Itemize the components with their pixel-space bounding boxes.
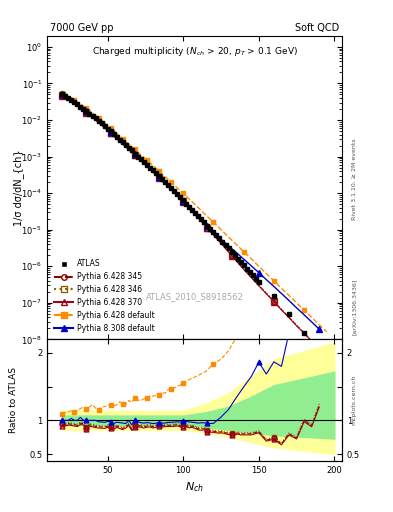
Y-axis label: 1/σ dσ/dN_{ch}: 1/σ dσ/dN_{ch}: [13, 150, 24, 226]
Text: Soft QCD: Soft QCD: [295, 23, 339, 33]
Y-axis label: Ratio to ATLAS: Ratio to ATLAS: [9, 367, 18, 433]
Text: 7000 GeV pp: 7000 GeV pp: [50, 23, 114, 33]
X-axis label: $N_{ch}$: $N_{ch}$: [185, 480, 204, 494]
Text: mcplots.cern.ch: mcplots.cern.ch: [352, 374, 357, 424]
Legend: ATLAS, Pythia 6.428 345, Pythia 6.428 346, Pythia 6.428 370, Pythia 6.428 defaul: ATLAS, Pythia 6.428 345, Pythia 6.428 34…: [51, 257, 158, 335]
Text: Charged multiplicity ($N_{ch}$ > 20, $p_T$ > 0.1 GeV): Charged multiplicity ($N_{ch}$ > 20, $p_…: [92, 45, 298, 58]
Text: Rivet 3.1.10, ≥ 2M events: Rivet 3.1.10, ≥ 2M events: [352, 138, 357, 220]
Text: ATLAS_2010_S8918562: ATLAS_2010_S8918562: [145, 292, 244, 302]
Text: [arXiv:1306.3436]: [arXiv:1306.3436]: [352, 279, 357, 335]
